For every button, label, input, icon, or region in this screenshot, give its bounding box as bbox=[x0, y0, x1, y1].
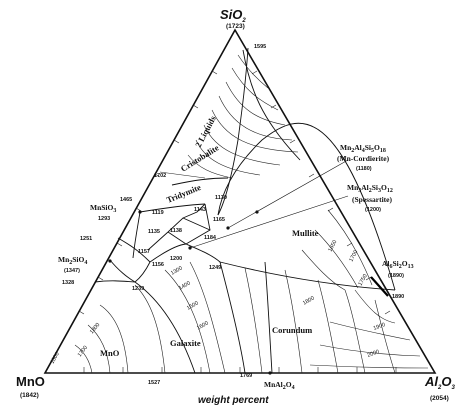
svg-text:1702: 1702 bbox=[154, 173, 166, 179]
compound-mn2sio4-formula: Mn2SiO4 bbox=[58, 255, 87, 266]
svg-text:1400: 1400 bbox=[178, 280, 192, 291]
compound-points bbox=[108, 210, 272, 375]
svg-text:1239: 1239 bbox=[132, 286, 144, 292]
svg-text:1249: 1249 bbox=[209, 265, 221, 271]
temperature-points: 1595 1702 1465 1251 1328 1239 1119 1135 … bbox=[62, 44, 404, 386]
svg-text:1328: 1328 bbox=[62, 280, 74, 286]
compound-mnal2o4-formula: MnAl2O4 bbox=[264, 380, 295, 391]
phase-corundum: Corundum bbox=[272, 325, 312, 335]
boundary-curves bbox=[94, 47, 396, 374]
svg-text:1700: 1700 bbox=[348, 249, 359, 263]
svg-text:1130: 1130 bbox=[215, 195, 227, 201]
compound-spessartite-temp: (1200) bbox=[365, 207, 381, 213]
svg-text:1769: 1769 bbox=[240, 373, 252, 379]
svg-text:1251: 1251 bbox=[80, 236, 92, 242]
svg-text:1527: 1527 bbox=[148, 380, 160, 386]
vertex-al2o3-temp: (2054) bbox=[430, 395, 449, 402]
phase-galaxite: Galaxite bbox=[170, 338, 201, 348]
vertex-al2o3-label: Al2O3 bbox=[424, 374, 455, 391]
isotherm-labels: 1300 1400 1500 1600 1650 1700 1750 1800 … bbox=[50, 239, 387, 365]
svg-text:1135: 1135 bbox=[148, 229, 160, 235]
mullite-composition-line bbox=[370, 276, 389, 297]
compound-mn-cordierite-formula: Mn2Al4Si5O18 bbox=[340, 143, 386, 154]
svg-text:1143: 1143 bbox=[194, 207, 206, 213]
svg-text:1800: 1800 bbox=[302, 295, 316, 306]
compound-al6si2o13-temp: (1890) bbox=[388, 273, 404, 279]
svg-text:1156: 1156 bbox=[152, 262, 164, 268]
svg-text:1500: 1500 bbox=[186, 300, 200, 311]
compound-spessartite-formula: Mn3Al2Si3O12 bbox=[347, 183, 393, 194]
svg-text:1800: 1800 bbox=[89, 322, 101, 335]
compound-mnsio3-temp: 1293 bbox=[98, 216, 110, 222]
svg-text:1138: 1138 bbox=[170, 228, 182, 234]
svg-text:1600: 1600 bbox=[196, 320, 210, 331]
svg-text:1595: 1595 bbox=[254, 44, 266, 50]
svg-text:1300: 1300 bbox=[170, 265, 184, 276]
vertex-sio2-label: SiO2 bbox=[220, 7, 246, 24]
vertex-mno-temp: (1842) bbox=[20, 392, 39, 399]
svg-text:1119: 1119 bbox=[152, 210, 164, 216]
pointer-lines bbox=[189, 159, 349, 249]
vertex-mno-label: MnO bbox=[16, 374, 45, 389]
compound-mn-cordierite-temp: (1180) bbox=[356, 166, 372, 172]
compound-mn-cordierite-name: (Mn-Cordierite) bbox=[337, 154, 390, 163]
compound-mn2sio4-temp: (1347) bbox=[64, 268, 80, 274]
svg-text:1700: 1700 bbox=[77, 345, 89, 358]
compound-mnsio3-formula: MnSiO3 bbox=[90, 203, 116, 214]
svg-text:1465: 1465 bbox=[120, 197, 132, 203]
svg-text:1184: 1184 bbox=[204, 235, 217, 241]
phase-tridymite: Tridymite bbox=[165, 182, 203, 205]
compound-al6si2o13-formula: Al6Si2O13 bbox=[382, 259, 414, 270]
vertex-sio2-temp: (1723) bbox=[226, 23, 245, 30]
phase-mullite: Mullite bbox=[292, 228, 319, 238]
svg-text:1650: 1650 bbox=[327, 239, 338, 253]
compound-spessartite-name: (Spessartite) bbox=[352, 195, 392, 204]
isotherm-lines bbox=[74, 54, 429, 374]
phase-mno: MnO bbox=[100, 348, 120, 358]
svg-text:1900: 1900 bbox=[373, 322, 387, 332]
axis-label: weight percent bbox=[198, 395, 269, 406]
svg-text:1800: 1800 bbox=[50, 351, 61, 365]
svg-text:1890: 1890 bbox=[392, 294, 404, 300]
svg-text:2000: 2000 bbox=[367, 349, 381, 359]
svg-text:1165: 1165 bbox=[213, 217, 225, 223]
svg-text:1157: 1157 bbox=[138, 249, 150, 255]
svg-text:1750: 1750 bbox=[358, 273, 369, 287]
svg-text:1200: 1200 bbox=[170, 256, 182, 262]
edge-ticks bbox=[78, 70, 397, 373]
